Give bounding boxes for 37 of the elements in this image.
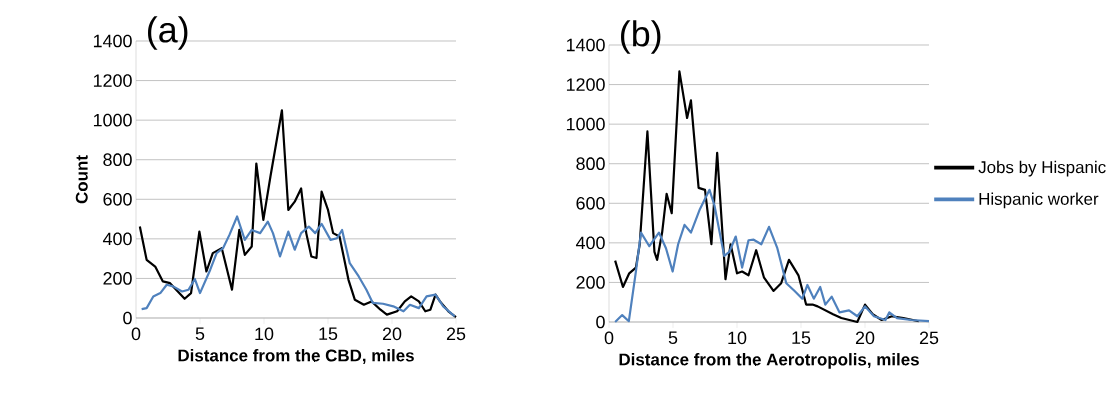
x-tick-label: 0 xyxy=(604,331,614,345)
y-tick-label: 600 xyxy=(576,196,605,210)
y-tick-label: 1200 xyxy=(93,74,132,87)
x-axis-title: Distance from the Aerotropolis, miles xyxy=(619,353,919,369)
y-tick-label: 1400 xyxy=(93,34,132,48)
y-tick-label: 200 xyxy=(576,276,605,289)
y-tick-label: 800 xyxy=(103,153,132,167)
y-tick-label: 0 xyxy=(596,315,605,329)
y-tick-label: 600 xyxy=(103,192,132,206)
y-axis-title: Count xyxy=(75,155,88,204)
y-tick-label: 400 xyxy=(102,232,132,246)
x-tick-label: 25 xyxy=(446,327,466,341)
x-tick-label: 10 xyxy=(255,327,274,341)
x-tick-label: 20 xyxy=(382,327,402,341)
annotation: (b) xyxy=(621,20,661,54)
legend-label: Jobs by Hispanic xyxy=(978,160,1106,177)
x-tick-label: 20 xyxy=(855,331,875,345)
line-series xyxy=(614,188,931,324)
y-tick-label: 400 xyxy=(575,236,605,250)
x-tick-label: 15 xyxy=(792,331,811,345)
y-tick-label: 1000 xyxy=(93,113,132,127)
y-tick-label: 1400 xyxy=(566,38,605,52)
x-tick-label: 0 xyxy=(131,327,141,341)
x-tick-label: 15 xyxy=(319,327,338,341)
y-tick-label: 1000 xyxy=(566,117,605,131)
y-tick-label: 1200 xyxy=(566,78,605,91)
x-axis-title: Distance from the CBD, miles xyxy=(178,349,414,364)
y-tick-label: 0 xyxy=(123,311,132,325)
y-tick-label: 200 xyxy=(103,272,132,285)
x-tick-label: 5 xyxy=(195,327,205,341)
x-tick-label: 25 xyxy=(919,331,939,345)
line-series xyxy=(140,215,456,318)
legend-label: Hispanic worker xyxy=(979,192,1099,209)
x-tick-label: 5 xyxy=(668,331,678,345)
x-tick-label: 10 xyxy=(728,331,747,345)
y-tick-label: 800 xyxy=(576,157,605,171)
annotation: (a) xyxy=(148,16,188,50)
